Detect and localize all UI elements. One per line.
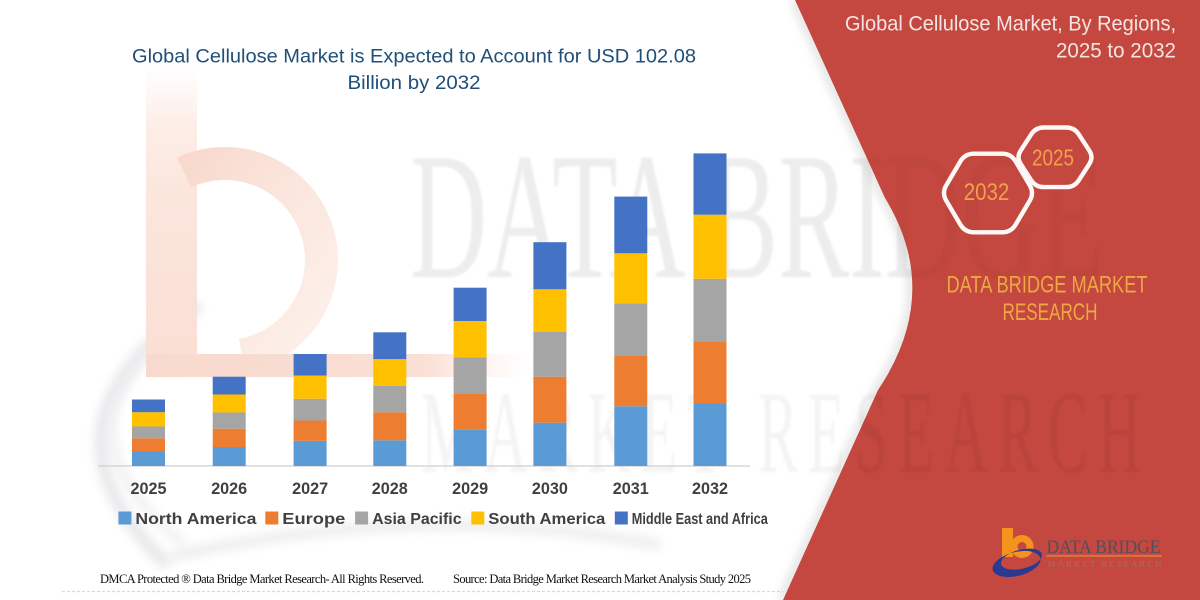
svg-text:2025: 2025 (1032, 145, 1074, 171)
svg-text:Source: Data Bridge Market Res: Source: Data Bridge Market Research Mark… (453, 572, 751, 586)
svg-text:North America: North America (135, 511, 256, 528)
svg-text:2030: 2030 (532, 480, 568, 498)
svg-text:Billion by 2032: Billion by 2032 (348, 72, 481, 94)
svg-text:South America: South America (488, 511, 605, 528)
svg-text:Global Cellulose Market, By Re: Global Cellulose Market, By Regions, (845, 12, 1176, 36)
svg-text:DMCA Protected ® Data Bridge M: DMCA Protected ® Data Bridge Market Rese… (100, 572, 424, 586)
svg-text:MARKET RESEARCH: MARKET RESEARCH (1048, 559, 1164, 569)
svg-text:2032: 2032 (964, 179, 1010, 206)
svg-text:Asia Pacific: Asia Pacific (372, 511, 462, 528)
svg-text:2027: 2027 (292, 480, 328, 498)
svg-text:2029: 2029 (452, 480, 488, 498)
svg-text:2032: 2032 (692, 480, 728, 498)
svg-text:Global Cellulose Market is Exp: Global Cellulose Market is Expected to A… (132, 46, 696, 68)
svg-text:2025 to 2032: 2025 to 2032 (1056, 39, 1176, 63)
svg-text:2031: 2031 (613, 480, 649, 498)
svg-text:2025: 2025 (131, 480, 167, 498)
svg-text:DATA BRIDGE: DATA BRIDGE (1047, 538, 1161, 558)
svg-text:RESEARCH: RESEARCH (1003, 299, 1098, 326)
svg-text:Europe: Europe (282, 511, 345, 528)
svg-text:DATA BRIDGE MARKET: DATA BRIDGE MARKET (947, 272, 1148, 299)
svg-text:Middle East and Africa: Middle East and Africa (632, 511, 768, 528)
svg-text:2026: 2026 (211, 480, 247, 498)
svg-text:2028: 2028 (372, 480, 408, 498)
